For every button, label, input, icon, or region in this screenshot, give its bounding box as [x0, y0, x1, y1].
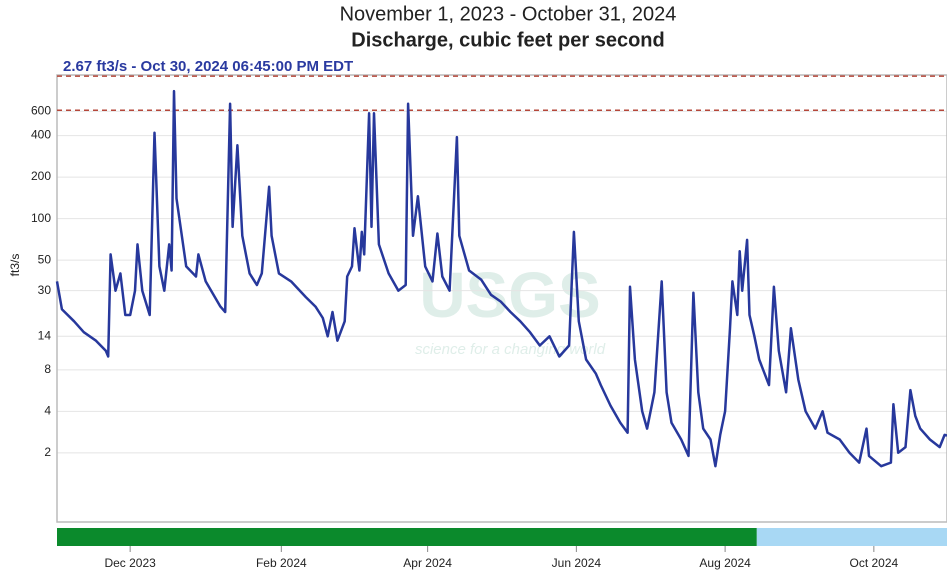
- status-band: [57, 528, 757, 546]
- y-tick-label: 400: [31, 128, 51, 142]
- chart-subtitle: Discharge, cubic feet per second: [351, 29, 664, 51]
- y-tick-label: 2: [44, 445, 51, 459]
- x-tick-label: Dec 2023: [104, 556, 156, 570]
- discharge-line: [55, 89, 947, 468]
- plot-frame: [56, 74, 947, 523]
- x-tick-label: Oct 2024: [849, 556, 898, 570]
- y-tick-label: 100: [31, 211, 51, 225]
- y-tick-label: 200: [31, 169, 51, 183]
- status-band: [756, 528, 947, 546]
- y-tick-label: 30: [38, 283, 52, 297]
- y-tick-label: 50: [38, 252, 52, 266]
- y-tick-label: 4: [44, 403, 51, 417]
- y-axis-label: ft3/s: [8, 254, 22, 277]
- y-tick-label: 8: [44, 362, 51, 376]
- x-tick-label: Feb 2024: [256, 556, 307, 570]
- y-tick-label: 600: [31, 103, 51, 117]
- annotation: 2.67 ft3/s - Oct 30, 2024 06:45:00 PM ED…: [63, 58, 353, 75]
- y-tick-label: 14: [38, 328, 52, 342]
- chart-title: November 1, 2023 - October 31, 2024: [340, 3, 677, 25]
- x-tick-label: Jun 2024: [552, 556, 602, 570]
- x-tick-label: Apr 2024: [403, 556, 452, 570]
- x-tick-label: Aug 2024: [699, 556, 751, 570]
- watermark-tagline: science for a changing world: [415, 341, 606, 358]
